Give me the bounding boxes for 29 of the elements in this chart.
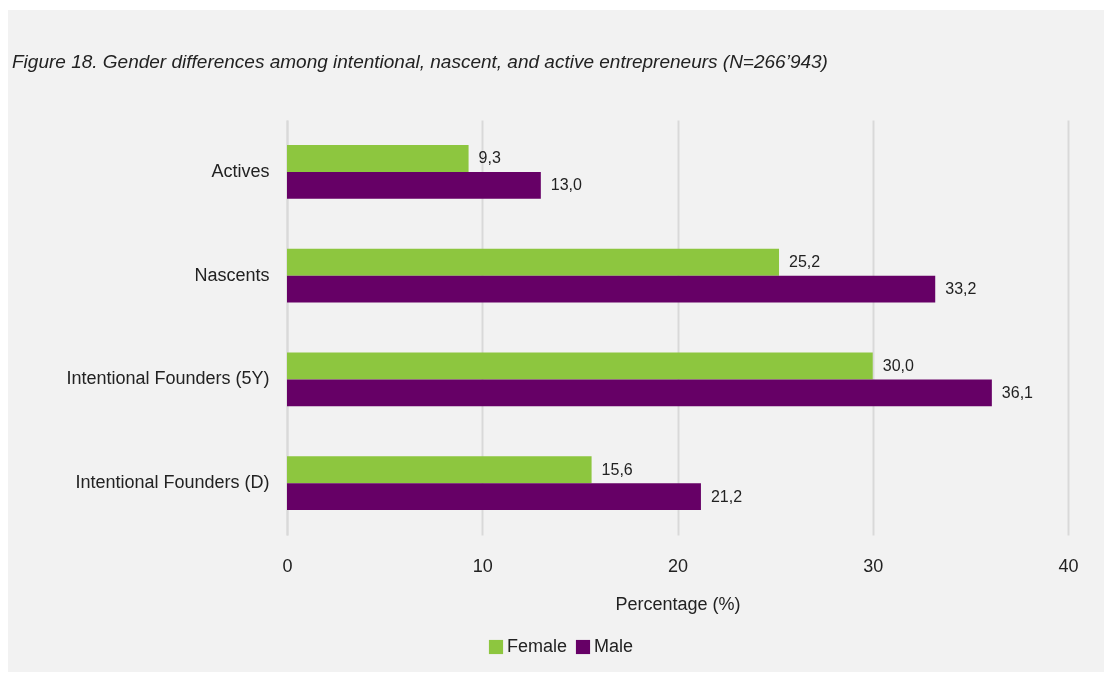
x-tick-label: 10 (472, 555, 493, 576)
bar (287, 275, 936, 303)
bar (287, 483, 701, 511)
x-tick-label: 40 (1058, 555, 1079, 576)
bar (287, 171, 541, 199)
bar (287, 352, 873, 380)
x-axis-title: Percentage (%) (615, 593, 741, 614)
bar (287, 144, 469, 172)
y-tick-label: Nascents (194, 264, 270, 285)
data-label: 21,2 (710, 487, 743, 505)
data-label: 9,3 (478, 149, 501, 167)
data-label: 33,2 (945, 280, 977, 298)
data-label: 13,0 (550, 176, 583, 194)
y-tick-label: Intentional Founders (5Y) (66, 368, 270, 389)
bar (287, 379, 992, 407)
x-tick-label: 20 (667, 555, 689, 576)
data-label: 36,1 (1001, 383, 1034, 401)
data-label: 15,6 (601, 460, 633, 478)
bar (287, 456, 592, 484)
legend-label: Female (507, 636, 568, 656)
chart-title: Figure 18. Gender differences among intentional, nascent, and active entrepreneurs (N=266’943) (12, 51, 828, 72)
y-tick-label: Actives (211, 160, 270, 181)
y-tick-label: Intentional Founders (D) (75, 472, 270, 493)
x-tick-label: 0 (282, 555, 293, 576)
legend-label: Male (594, 636, 634, 656)
data-label: 30,0 (882, 356, 914, 374)
bar (287, 248, 780, 276)
x-tick-label: 30 (863, 555, 884, 576)
data-label: 25,2 (789, 253, 821, 271)
